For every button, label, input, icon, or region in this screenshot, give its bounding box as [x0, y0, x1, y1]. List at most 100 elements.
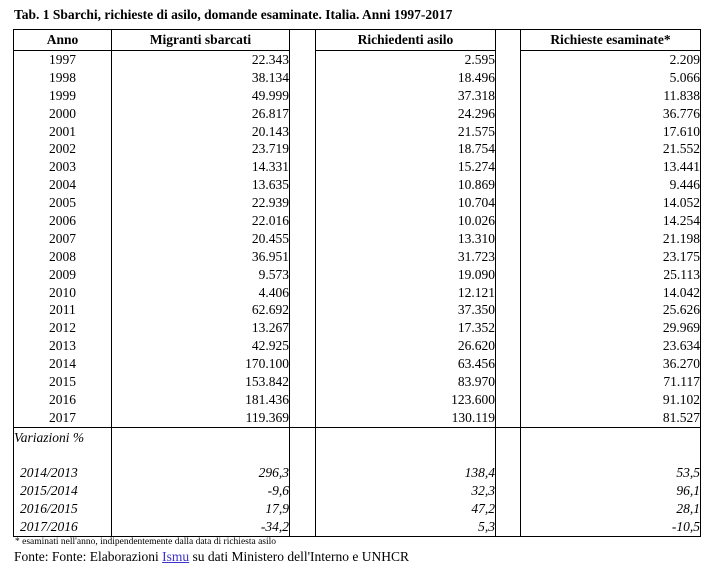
spacer-cell [495, 390, 521, 409]
year-rows: 1997 22.343 2.595 2.209 1998 38.134 18.496 5.06… [13, 50, 701, 428]
data-table: Anno Migranti sbarcati Richiedenti asilo… [13, 29, 701, 537]
value-cell: 37.350 [315, 301, 496, 320]
spacer-cell [289, 122, 316, 141]
value-cell: 17,9 [111, 499, 290, 518]
header-row: Anno Migranti sbarcati Richiedenti asilo… [13, 29, 701, 51]
value-cell: 36.776 [520, 104, 701, 123]
value-cell: 13.310 [315, 229, 496, 248]
value-cell: 181.436 [111, 390, 290, 409]
value-cell: 81.527 [520, 408, 701, 428]
spacer-cell [495, 104, 521, 123]
variations-label: Variazioni % [13, 426, 112, 448]
empty-cell [315, 426, 496, 448]
year-cell: 1998 [13, 68, 112, 87]
value-cell: 20.143 [111, 122, 290, 141]
value-cell: 14.042 [520, 283, 701, 302]
value-cell: 5.066 [520, 68, 701, 87]
value-cell: 91.102 [520, 390, 701, 409]
spacer-cell [495, 68, 521, 87]
value-cell: 13.267 [111, 319, 290, 338]
value-cell: 18.496 [315, 68, 496, 87]
value-cell: 83.970 [315, 373, 496, 391]
spacer-cell [289, 390, 316, 409]
value-cell: 19.090 [315, 265, 496, 284]
year-cell: 2002 [13, 140, 112, 159]
spacer-cell [495, 86, 521, 105]
table-row: 2008 36.951 31.723 23.175 [13, 247, 701, 266]
spacer-cell [289, 140, 316, 159]
spacer-cell [289, 229, 316, 248]
spacer-cell [495, 247, 521, 266]
table-row: 2015 153.842 83.970 71.117 [13, 373, 701, 391]
empty-row [13, 447, 701, 464]
year-cell: 2017 [13, 408, 112, 428]
value-cell: 14.331 [111, 158, 290, 177]
spacer-cell [495, 337, 521, 356]
year-cell: 2013 [13, 337, 112, 356]
value-cell: 14.254 [520, 212, 701, 230]
table-row: 1997 22.343 2.595 2.209 [13, 50, 701, 69]
spacer-cell [495, 373, 521, 391]
source-prefix: Fonte: Fonte: Elaborazioni [14, 549, 163, 564]
table-row: 2005 22.939 10.704 14.052 [13, 194, 701, 213]
value-cell: 62.692 [111, 301, 290, 320]
spacer-cell [495, 229, 521, 248]
empty-cell [111, 426, 290, 448]
spacer-cell [495, 517, 521, 537]
spacer-cell [289, 408, 316, 428]
table-row: 2010 4.406 12.121 14.042 [13, 283, 701, 302]
spacer-cell [495, 447, 521, 464]
table-row: 2016 181.436 123.600 91.102 [13, 390, 701, 409]
table-row: 1999 49.999 37.318 11.838 [13, 86, 701, 105]
ismu-link[interactable]: Ismu [162, 549, 190, 564]
spacer-cell [289, 265, 316, 284]
spacer-cell [495, 463, 521, 482]
year-cell: 2010 [13, 283, 112, 302]
table-footnote: * esaminati nell'anno, indipendentemente… [15, 537, 277, 547]
year-cell: 2007 [13, 229, 112, 248]
spacer-cell [495, 140, 521, 159]
value-cell: 130.119 [315, 408, 496, 428]
year-cell: 2003 [13, 158, 112, 177]
value-cell: 21.575 [315, 122, 496, 141]
spacer-cell [495, 265, 521, 284]
value-cell: 10.026 [315, 212, 496, 230]
value-cell: 47,2 [315, 499, 496, 518]
spacer-cell [495, 50, 521, 69]
value-cell: 53,5 [520, 463, 701, 482]
table-row: 1998 38.134 18.496 5.066 [13, 68, 701, 87]
value-cell: 14.052 [520, 194, 701, 213]
value-cell: 4.406 [111, 283, 290, 302]
spacer-cell [289, 301, 316, 320]
value-cell: 153.842 [111, 373, 290, 391]
value-cell: 2.595 [315, 50, 496, 69]
value-cell: 28,1 [520, 499, 701, 518]
value-cell: 37.318 [315, 86, 496, 105]
table-row: 2009 9.573 19.090 25.113 [13, 265, 701, 284]
year-cell: 1999 [13, 86, 112, 105]
spacer-cell [495, 194, 521, 213]
value-cell: 20.455 [111, 229, 290, 248]
table-row: 2017 119.369 130.119 81.527 [13, 408, 701, 428]
spacer-cell [495, 29, 521, 51]
spacer-cell [289, 104, 316, 123]
value-cell: 23.634 [520, 337, 701, 356]
value-cell: 26.817 [111, 104, 290, 123]
value-cell: 11.838 [520, 86, 701, 105]
year-cell: 2001 [13, 122, 112, 141]
col-header-richieste-esaminate: Richieste esaminate* [520, 29, 701, 51]
value-cell: 10.869 [315, 176, 496, 195]
spacer-cell [289, 337, 316, 356]
empty-cell [520, 426, 701, 448]
spacer-cell [289, 447, 316, 464]
source-suffix: su dati Ministero dell'Interno e UNHCR [189, 549, 410, 564]
empty-cell [111, 447, 290, 464]
empty-cell [520, 447, 701, 464]
spacer-cell [289, 158, 316, 177]
table-row: 2007 20.455 13.310 21.198 [13, 229, 701, 248]
spacer-cell [289, 50, 316, 69]
value-cell: 18.754 [315, 140, 496, 159]
value-cell: 12.121 [315, 283, 496, 302]
spacer-cell [289, 426, 316, 448]
year-cell: 2015 [13, 373, 112, 391]
